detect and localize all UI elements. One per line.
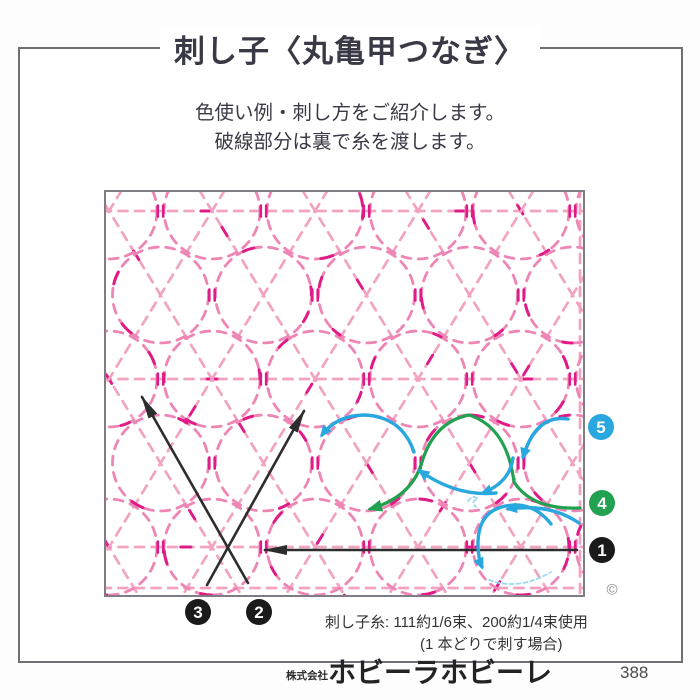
thread-usage-caption-note: (1 本どりで刺す場合) xyxy=(420,636,563,653)
company-prefix: 株式会社 xyxy=(286,670,328,682)
stitch-direction-arrows-green xyxy=(367,413,582,512)
subtitle-line-2: 破線部分は裏で糸を渡します。 xyxy=(214,131,486,153)
stitch-direction-arrows-black xyxy=(140,395,579,587)
page-number: 388 xyxy=(620,663,649,682)
stitch-direction-arrows-blue xyxy=(320,413,581,570)
copyright-mark: © xyxy=(606,581,618,599)
step-badge-2: 2 xyxy=(246,599,272,625)
step-badge-4: 4 xyxy=(589,490,615,516)
company-logo: ホビーラホビーレ xyxy=(328,657,553,688)
sashiko-diagram-frame xyxy=(104,190,585,597)
back-thread-marks-blue xyxy=(467,496,552,585)
subtitle-line-1: 色使い例・刺し方をご紹介します。 xyxy=(194,102,506,124)
step-badge-5: 5 xyxy=(588,414,614,440)
sashiko-diagram xyxy=(106,192,583,595)
gap-stitch-marks xyxy=(156,204,577,554)
page-title: 刺し子〈丸亀甲つなぎ〉 xyxy=(160,26,540,71)
step-badge-3: 3 xyxy=(185,599,211,625)
grid-lines xyxy=(106,192,583,595)
step-badge-1: 1 xyxy=(589,537,615,563)
thread-usage-caption: 刺し子糸: 111約1/6束、200約1/4束使用 xyxy=(325,614,588,631)
subtitle: 色使い例・刺し方をご紹介します。 破線部分は裏で糸を渡します。 xyxy=(0,99,700,157)
